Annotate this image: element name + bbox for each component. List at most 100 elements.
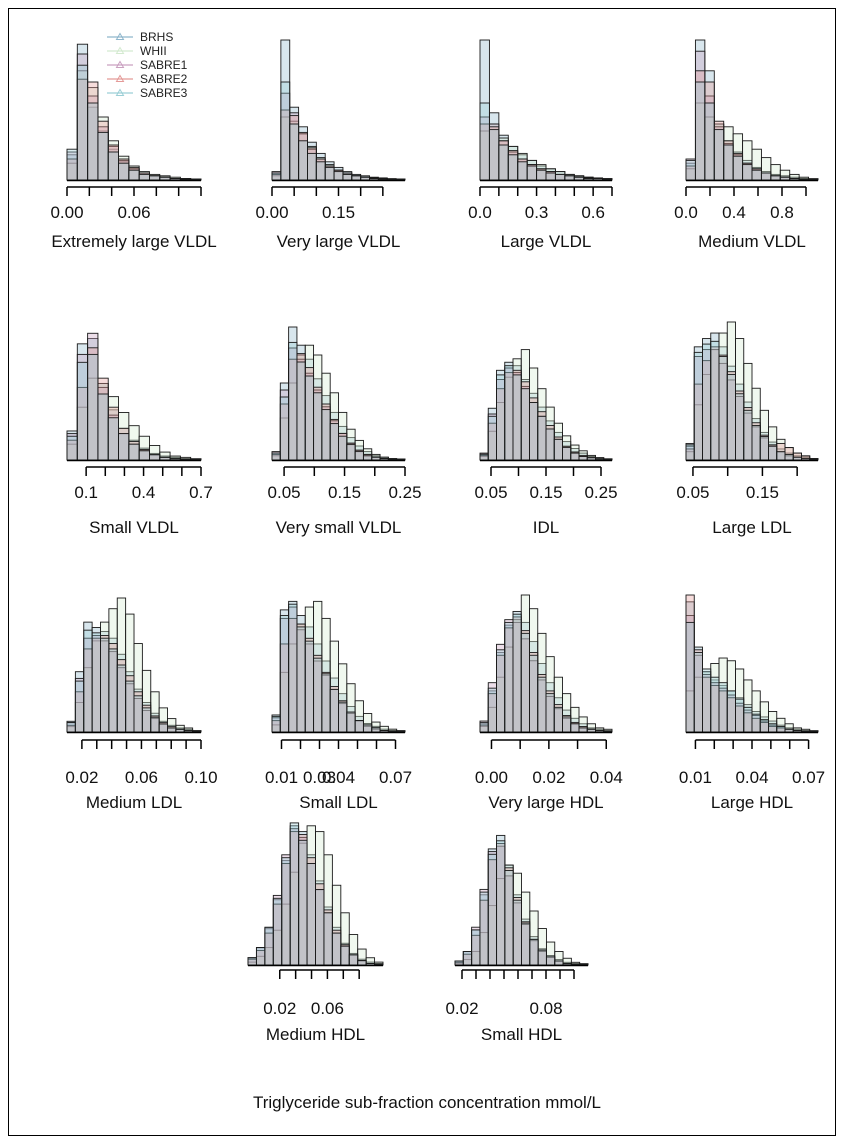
x-tick-label: 0.02 (532, 768, 565, 787)
histogram-bar (792, 730, 802, 733)
x-tick-label: 0.06 (117, 203, 150, 222)
x-tick-label: 0.25 (388, 483, 421, 502)
series-SABRE3 (685, 621, 819, 733)
histogram-bar (801, 458, 811, 461)
x-tick-label: 0.1 (74, 483, 98, 502)
histogram-bar (323, 912, 333, 966)
histogram-bar (512, 374, 522, 461)
histogram-bar (545, 172, 556, 181)
histogram-bar (138, 450, 150, 461)
histogram-bar (369, 178, 379, 181)
histogram-panel: 0.0 0.3 0.6 Large VLDL (468, 39, 613, 251)
histogram-bar (159, 176, 171, 181)
legend-triangle-icon (115, 74, 125, 82)
panel-title: Large VLDL (501, 232, 592, 251)
x-tick-label: 0.05 (676, 483, 709, 502)
histogram-bar (562, 716, 572, 733)
histogram-bar (107, 417, 119, 461)
legend-entry: WHII (107, 44, 167, 58)
histogram-bar (487, 415, 497, 461)
histogram-bar (138, 173, 150, 181)
histogram-bar (789, 178, 800, 181)
histogram-panel: 0.05 0.15 0.25 IDL (474, 349, 618, 537)
histogram-bar (107, 151, 119, 181)
histogram-bar (770, 175, 781, 181)
histogram-bar (324, 166, 335, 181)
histogram-bar (149, 454, 161, 461)
histogram-bar (537, 949, 547, 966)
histogram-bar (66, 148, 78, 181)
legend-triangle-icon (115, 88, 125, 96)
histogram-bar (479, 891, 489, 966)
histogram-bar (554, 173, 566, 181)
histogram-bar (562, 963, 572, 966)
histogram-bar (66, 722, 76, 733)
histogram-bar (583, 178, 594, 181)
legend-entry: BRHS (107, 30, 173, 44)
x-tick-label: 0.3 (525, 203, 549, 222)
histogram-bar (264, 926, 274, 966)
histogram-bar (743, 409, 753, 461)
histogram-bar (779, 176, 791, 181)
series-SABRE3 (66, 629, 202, 733)
x-tick-label: 0.04 (735, 768, 768, 787)
histogram-bar (784, 454, 794, 461)
figure-x-axis-label: Triglyceride sub-fraction concentration … (253, 1093, 601, 1112)
histogram-bar (362, 455, 373, 461)
histogram-bar (346, 444, 356, 461)
legend-label: SABRE2 (140, 72, 188, 86)
series-SABRE3 (66, 353, 202, 461)
x-tick-label: 0.0 (674, 203, 698, 222)
x-tick-label: 0.03 (303, 768, 336, 787)
histogram-bar (379, 458, 389, 461)
histogram-panel: 0.02 0.08 Small HDL (445, 834, 589, 1044)
histogram-bar (346, 711, 356, 733)
histogram-bar (91, 632, 101, 733)
histogram-bar (726, 373, 736, 461)
x-tick-label: 0.04 (322, 768, 355, 787)
histogram-bar (735, 698, 745, 733)
series-SABRE1 (479, 367, 613, 461)
histogram-bar (298, 140, 308, 181)
histogram-bar (158, 723, 168, 733)
x-tick-label: 0.00 (475, 768, 508, 787)
legend-entry: SABRE1 (107, 58, 188, 72)
histogram-bar (586, 728, 596, 733)
histogram-bar (150, 716, 160, 733)
series-SABRE2 (66, 347, 202, 461)
histogram-bar (280, 81, 291, 181)
histogram-bar (159, 456, 171, 461)
histogram-bar (564, 175, 575, 181)
histogram-bar (776, 451, 786, 461)
x-tick-label: 0.00 (50, 203, 83, 222)
histogram-bar (710, 676, 720, 733)
series-SABRE3 (685, 340, 819, 461)
histogram-bar (149, 175, 161, 181)
histogram-bar (702, 343, 712, 461)
series-WHII (685, 102, 819, 181)
histogram-bar (307, 152, 317, 181)
histogram-bar (768, 445, 778, 461)
histogram-bar (289, 123, 300, 181)
legend-entry: SABRE3 (107, 86, 188, 100)
histogram-bar (507, 154, 519, 181)
panel-title: Very large VLDL (277, 232, 401, 251)
panel-title: Small VLDL (89, 518, 179, 537)
histogram-bar (529, 402, 539, 461)
histogram-bar (379, 730, 389, 733)
histogram-bar (338, 435, 348, 461)
histogram-bar (342, 173, 353, 181)
histogram-bar (247, 957, 257, 966)
histogram-panel: 0.05 0.15 0.25 Very small VLDL (268, 326, 422, 537)
x-tick-label: 0.07 (379, 768, 412, 787)
x-tick-label: 0.0 (468, 203, 492, 222)
histogram-bar (116, 664, 127, 733)
histogram-bar (279, 615, 290, 733)
histogram-bar (125, 680, 135, 733)
histogram-bar (520, 632, 530, 733)
histogram-bar (742, 164, 753, 181)
histogram-bar (365, 963, 376, 966)
panel-title: Large LDL (712, 518, 791, 537)
